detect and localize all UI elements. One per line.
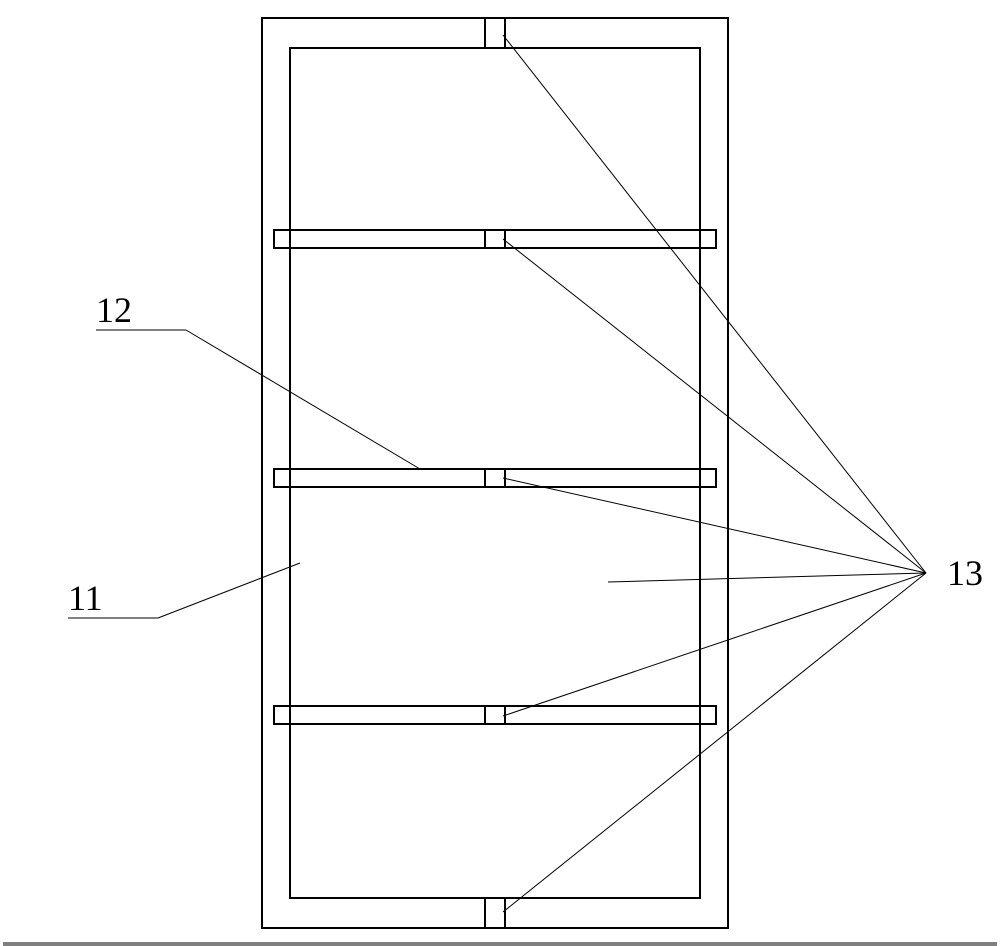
callouts: 13 12 11 (68, 35, 983, 912)
label-12: 12 (96, 290, 132, 330)
label-13: 13 (947, 553, 983, 593)
label-11: 11 (68, 578, 103, 618)
apparatus-diagram (262, 18, 728, 928)
